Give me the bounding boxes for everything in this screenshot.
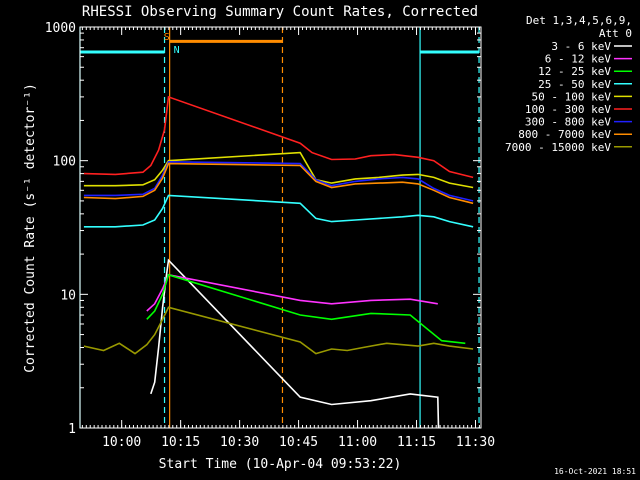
legend-label-3: 25 - 50 keV <box>538 78 611 91</box>
series-line-0 <box>150 258 440 429</box>
x-tick-label: 10:15 <box>161 435 200 450</box>
legend-label-6: 300 - 800 keV <box>525 116 611 129</box>
legend-label-1: 6 - 12 keV <box>545 53 612 66</box>
x-tick-label: 11:15 <box>397 435 436 450</box>
series-line-1 <box>146 273 438 312</box>
plot-frame <box>79 26 482 429</box>
x-tick-label: 10:00 <box>102 435 141 450</box>
y-tick-label: 1 <box>68 422 76 437</box>
footer-timestamp: 16-Oct-2021 18:51 <box>554 467 636 476</box>
series-line-4 <box>83 151 474 189</box>
legend-label-4: 50 - 100 keV <box>532 90 612 103</box>
plot-area: SN <box>79 27 480 429</box>
x-axis: 10:00 10:15 10:30 10:45 11:00 11:15 11:30 <box>81 27 495 450</box>
flag-marker-n: N <box>174 45 180 56</box>
y-tick-label: 1000 <box>45 21 76 36</box>
legend-label-7: 800 - 7000 keV <box>518 128 611 141</box>
series-line-2 <box>146 273 466 345</box>
series-line-6 <box>83 160 474 202</box>
x-tick-label: 10:45 <box>279 435 318 450</box>
x-axis-label: Start Time (10-Apr-04 09:53:22) <box>159 457 402 472</box>
series-line-8 <box>83 306 474 355</box>
series-line-3 <box>83 194 474 228</box>
legend-label-8: 7000 - 15000 keV <box>505 141 611 154</box>
x-tick-label: 11:00 <box>338 435 377 450</box>
y-axis-label: Corrected Count Rate (s⁻¹ detector⁻¹) <box>23 83 38 373</box>
legend-label-2: 12 - 25 keV <box>538 65 611 78</box>
series-line-7 <box>83 162 474 205</box>
y-axis: 1 10 100 1000 <box>45 21 481 437</box>
legend-header-line-1: Det 1,3,4,5,6,9, <box>526 14 632 27</box>
x-tick-label: 10:30 <box>220 435 259 450</box>
legend-header-line-2: Att 0 <box>599 27 632 40</box>
y-tick-label: 10 <box>60 288 76 303</box>
chart-title: RHESSI Observing Summary Count Rates, Co… <box>82 4 478 20</box>
legend-label-0: 3 - 6 keV <box>551 40 611 53</box>
series-line-5 <box>83 95 474 179</box>
x-tick-label: 11:30 <box>456 435 495 450</box>
y-tick-label: 100 <box>53 155 76 170</box>
flag-marker-s: S <box>164 32 170 43</box>
legend-label-5: 100 - 300 keV <box>525 103 611 116</box>
